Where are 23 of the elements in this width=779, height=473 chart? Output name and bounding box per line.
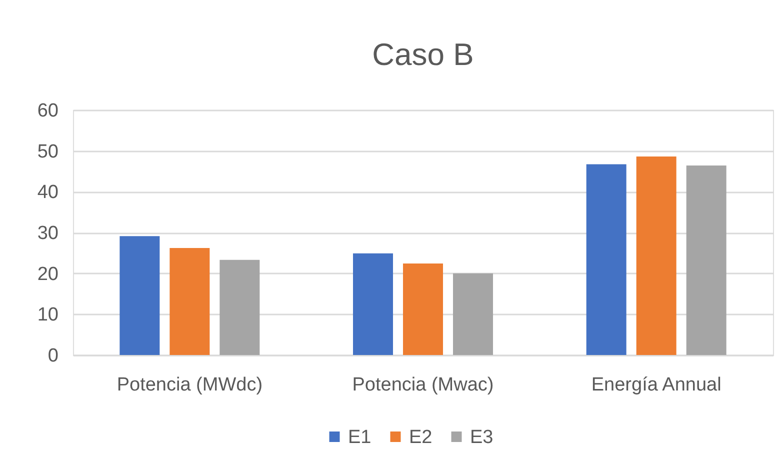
bar (586, 164, 626, 355)
bar (636, 156, 676, 355)
bar (220, 260, 260, 355)
x-tick-label: Potencia (Mwac) (352, 374, 494, 396)
y-tick-label: 20 (37, 264, 58, 285)
bar (353, 253, 393, 355)
bar (403, 264, 443, 355)
x-tick-label: Potencia (MWdc) (116, 374, 263, 396)
y-tick-label: 40 (37, 182, 58, 204)
legend-label: E3 (470, 426, 494, 448)
chart-title: Caso B (372, 37, 474, 72)
y-tick-label: 10 (37, 304, 58, 326)
bar (120, 236, 160, 355)
legend-label: E1 (348, 426, 372, 448)
x-tick-label: Energía Annual (591, 374, 722, 396)
y-tick-label: 0 (48, 346, 58, 366)
y-tick-label: 60 (37, 100, 58, 122)
legend-label: E2 (409, 426, 432, 448)
bar (686, 166, 726, 355)
bar (453, 273, 493, 355)
y-tick-label: 30 (37, 223, 58, 244)
bar (170, 248, 210, 355)
y-tick-label: 50 (37, 141, 58, 162)
